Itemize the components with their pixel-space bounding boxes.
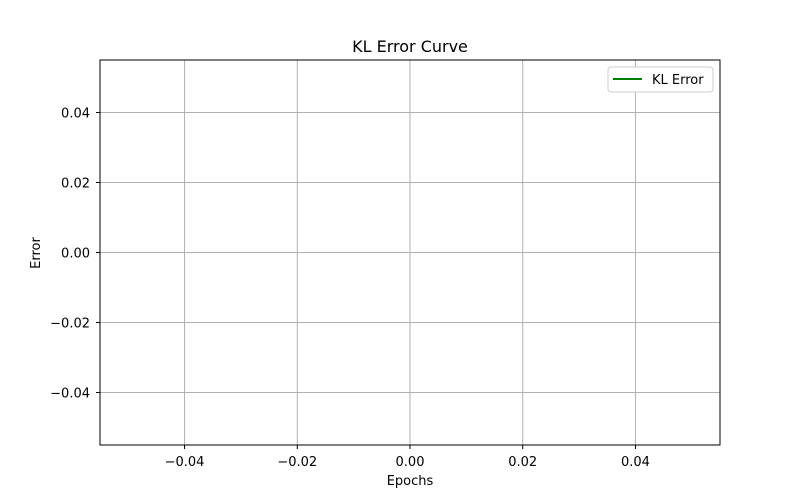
x-tick-label: 0.04 bbox=[621, 455, 650, 470]
y-axis-ticks: −0.04 −0.02 0.00 0.02 0.04 bbox=[50, 107, 100, 402]
y-tick-label: −0.04 bbox=[50, 387, 90, 402]
x-tick-label: 0.00 bbox=[396, 455, 425, 470]
y-tick-label: −0.02 bbox=[50, 317, 90, 332]
legend-box bbox=[607, 66, 714, 93]
legend: KL Error bbox=[607, 66, 714, 93]
y-axis-title: Error bbox=[29, 237, 44, 269]
x-axis-title: Epochs bbox=[387, 474, 434, 489]
legend-label-kl-error: KL Error bbox=[652, 73, 704, 88]
x-tick-label: −0.02 bbox=[277, 455, 317, 470]
x-tick-label: 0.02 bbox=[508, 455, 537, 470]
x-tick-label: −0.04 bbox=[165, 455, 205, 470]
y-tick-label: 0.04 bbox=[61, 107, 90, 122]
chart-title: KL Error Curve bbox=[352, 37, 468, 56]
y-tick-label: 0.02 bbox=[61, 177, 90, 192]
x-axis-ticks: −0.04 −0.02 0.00 0.02 0.04 bbox=[165, 445, 650, 470]
grid-lines bbox=[100, 60, 720, 445]
y-tick-label: 0.00 bbox=[61, 247, 90, 262]
